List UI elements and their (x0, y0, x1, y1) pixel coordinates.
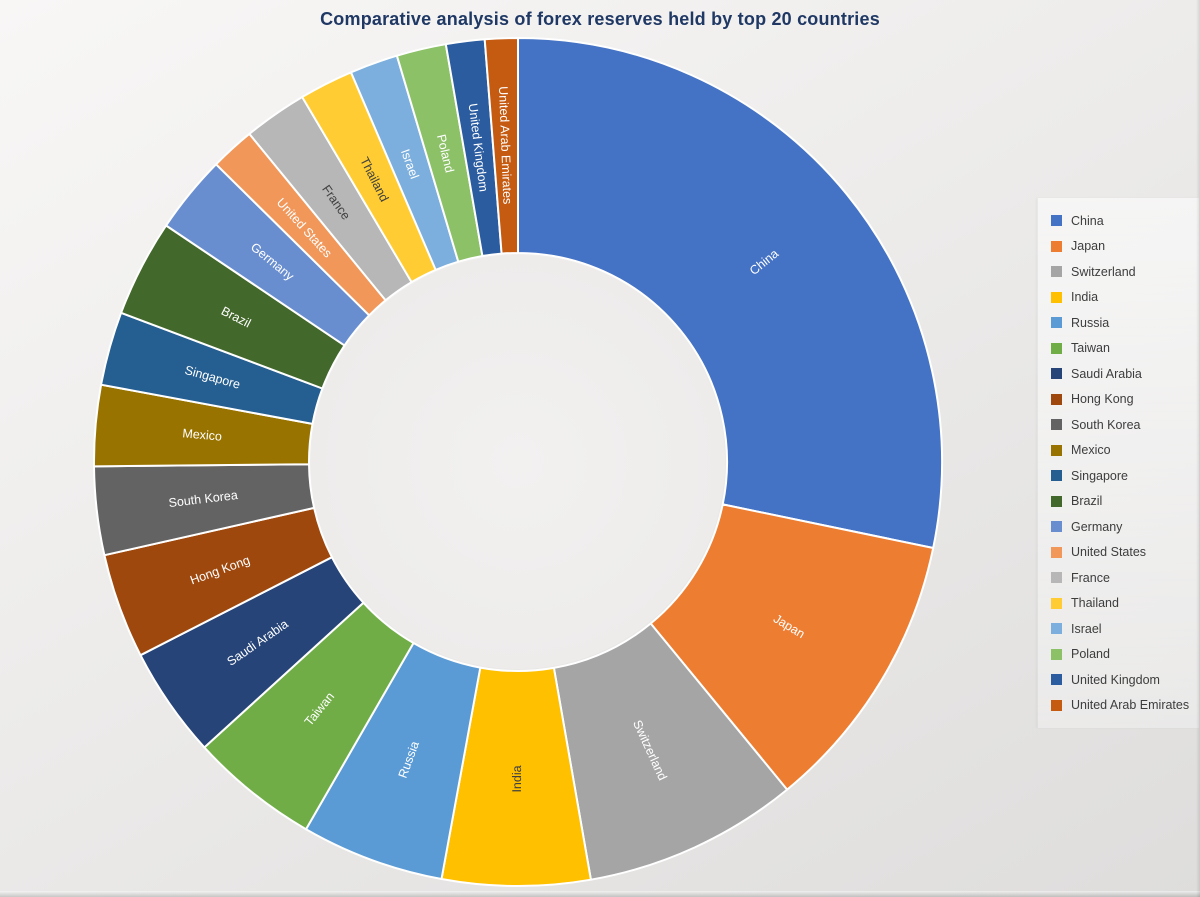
legend-swatch-japan (1051, 240, 1062, 252)
donut-hole (311, 255, 725, 669)
legend-swatch-united-arab-emirates (1051, 699, 1062, 711)
legend-label-poland: Poland (1071, 647, 1110, 662)
legend-swatch-united-kingdom (1051, 674, 1062, 686)
legend-swatch-taiwan (1051, 342, 1062, 354)
legend-label-singapore: Singapore (1071, 468, 1128, 483)
legend-label-thailand: Thailand (1071, 596, 1119, 611)
legend-swatch-thailand (1051, 597, 1062, 609)
slice-united-arab-emirates (483, 36, 519, 255)
legend-item-china: China (1038, 214, 1199, 228)
legend-swatch-brazil (1051, 495, 1062, 507)
legend-swatch-mexico (1051, 444, 1062, 456)
legend-label-united-states: United States (1071, 545, 1147, 560)
legend-item-saudi-arabia: Saudi Arabia (1038, 367, 1199, 381)
legend-swatch-united-states (1051, 546, 1062, 558)
legend-swatch-south-korea (1051, 419, 1062, 431)
legend-item-mexico: Mexico (1038, 443, 1199, 457)
legend-item-thailand: Thailand (1038, 596, 1199, 610)
donut-slices (92, 36, 944, 887)
image-edge-shadow-right (1196, 0, 1200, 897)
legend-swatch-india (1051, 291, 1062, 303)
legend-item-hong-kong: Hong Kong (1038, 392, 1199, 406)
legend-swatch-singapore (1051, 470, 1062, 482)
legend-label-russia: Russia (1071, 315, 1110, 330)
legend-label-japan: Japan (1071, 239, 1106, 254)
legend-label-israel: Israel (1071, 621, 1102, 636)
legend-label-hong-kong: Hong Kong (1071, 392, 1134, 407)
legend-item-united-kingdom: United Kingdom (1038, 673, 1199, 687)
legend-swatch-france (1051, 572, 1062, 584)
legend-item-india: India (1038, 290, 1199, 304)
slice-china (517, 37, 944, 549)
legend-swatch-poland (1051, 648, 1062, 660)
slice-japan (649, 503, 935, 791)
legend-item-poland: Poland (1038, 647, 1199, 661)
legend-label-united-arab-emirates: United Arab Emirates (1071, 698, 1190, 713)
slice-label-united-arab-emirates: United Arab Emirates (496, 86, 515, 205)
legend-swatch-switzerland (1051, 266, 1062, 278)
legend-label-switzerland: Switzerland (1071, 264, 1136, 279)
image-edge-shadow-bottom (0, 891, 1200, 897)
chart-title: Comparative analysis of forex reserves h… (320, 9, 880, 29)
slice-label-mexico: Mexico (182, 426, 223, 443)
legend-item-russia: Russia (1038, 316, 1199, 330)
legend-item-south-korea: South Korea (1038, 418, 1199, 432)
legend-label-france: France (1071, 570, 1110, 585)
legend-item-japan: Japan (1038, 239, 1199, 253)
legend-swatch-russia (1051, 317, 1062, 329)
legend-swatch-china (1051, 215, 1062, 227)
legend-item-singapore: Singapore (1038, 469, 1199, 483)
legend: China Japan Switzerland India Russia Taiwan Sa… (1037, 198, 1199, 728)
legend-label-taiwan: Taiwan (1071, 341, 1110, 356)
legend-label-brazil: Brazil (1071, 494, 1103, 509)
legend-item-switzerland: Switzerland (1038, 265, 1199, 279)
legend-swatch-saudi-arabia (1051, 368, 1062, 380)
legend-item-france: France (1038, 571, 1199, 585)
slice-label-india: India (510, 765, 524, 792)
legend-swatch-germany (1051, 521, 1062, 533)
legend-item-brazil: Brazil (1038, 494, 1199, 508)
legend-label-india: India (1071, 290, 1099, 305)
legend-item-germany: Germany (1038, 520, 1199, 534)
legend-item-united-states: United States (1038, 545, 1199, 559)
legend-swatch-hong-kong (1051, 393, 1062, 405)
legend-item-taiwan: Taiwan (1038, 341, 1199, 355)
legend-label-china: China (1071, 213, 1104, 228)
legend-label-south-korea: South Korea (1071, 417, 1141, 432)
legend-label-united-kingdom: United Kingdom (1071, 672, 1160, 687)
legend-label-germany: Germany (1071, 519, 1123, 534)
legend-label-saudi-arabia: Saudi Arabia (1071, 366, 1142, 381)
legend-label-mexico: Mexico (1071, 443, 1111, 458)
legend-item-united-arab-emirates: United Arab Emirates (1038, 698, 1199, 712)
legend-item-israel: Israel (1038, 622, 1199, 636)
legend-swatch-israel (1051, 623, 1062, 635)
